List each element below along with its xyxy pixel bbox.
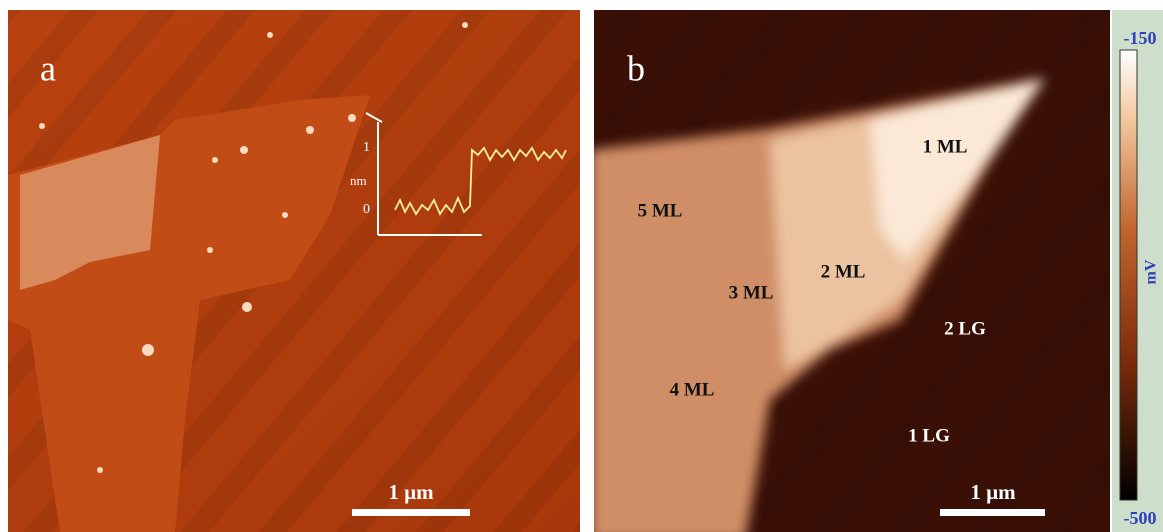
region-label: 4 ML bbox=[670, 379, 715, 400]
scale-label: 1 µm bbox=[970, 480, 1016, 504]
colorbar-max: -150 bbox=[1124, 28, 1157, 48]
colorbar: -150 -500 mV bbox=[1112, 10, 1163, 532]
colorbar-unit: mV bbox=[1143, 259, 1160, 284]
colorbar-min: -500 bbox=[1124, 508, 1157, 528]
figure: nm 1 0 a 1 µm 1 ML 5 ML 2 ML 3 ML 2 LG 4… bbox=[0, 0, 1163, 532]
scale-bar bbox=[352, 509, 470, 516]
scale-label: 1 µm bbox=[388, 480, 434, 504]
panel-label: b bbox=[627, 48, 645, 88]
inset-tick: 1 bbox=[363, 140, 370, 155]
panel-label: a bbox=[40, 48, 56, 88]
region-label: 2 LG bbox=[944, 318, 986, 339]
region-label: 1 LG bbox=[908, 425, 950, 446]
region-label: 3 ML bbox=[729, 282, 774, 303]
panel-a: nm 1 0 a 1 µm bbox=[8, 10, 580, 532]
colorbar-scale bbox=[1120, 50, 1137, 500]
inset-unit: nm bbox=[350, 173, 367, 188]
panel-b: 1 ML 5 ML 2 ML 3 ML 2 LG 4 ML 1 LG b 1 µ… bbox=[590, 10, 1110, 532]
scale-bar bbox=[940, 509, 1045, 516]
inset-tick: 0 bbox=[363, 202, 370, 217]
region-label: 1 ML bbox=[923, 136, 968, 157]
region-label: 5 ML bbox=[638, 200, 683, 221]
region-label: 2 ML bbox=[821, 261, 866, 282]
